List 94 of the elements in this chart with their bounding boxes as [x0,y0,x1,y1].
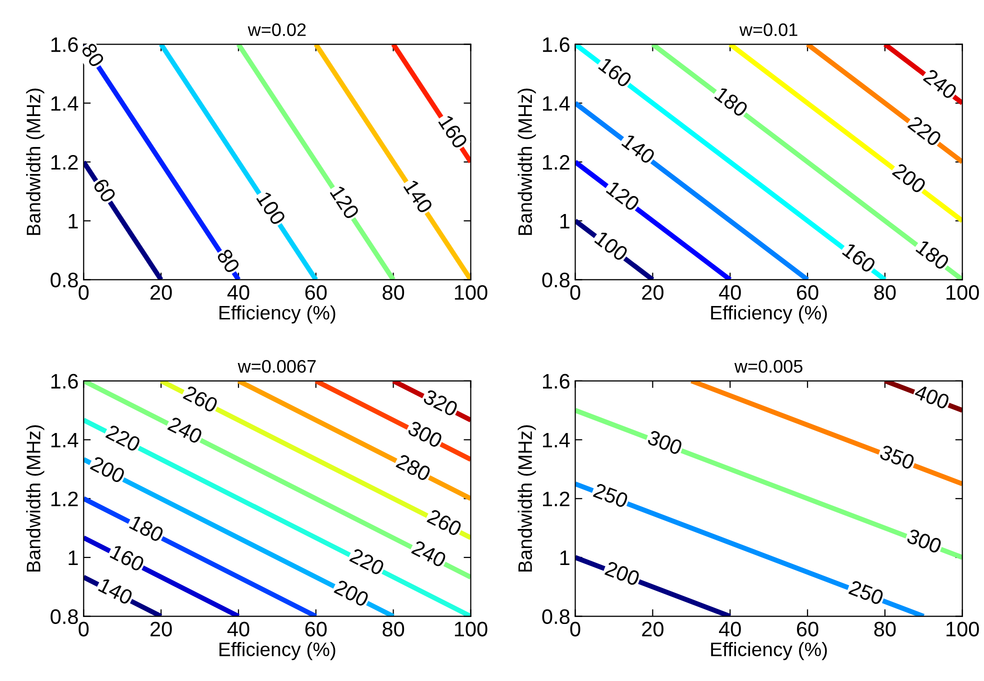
y-tick-label: 1 [68,214,78,228]
annotation: 80 [216,248,240,274]
y-tick-label: 1.4 [543,96,570,111]
y-axis-title: Bandwidth (MHz) [26,88,44,235]
annotation: 250 [592,482,629,508]
annotation: 180 [915,239,950,271]
annotation: 220 [349,548,386,576]
chart-title: w=0.0067 [238,360,316,373]
x-axis-title: Efficiency (%) [220,642,336,660]
x-tick-label: 60 [305,622,327,636]
y-tick-label: 1.2 [51,492,78,506]
x-tick-label: 60 [796,285,818,300]
y-tick-label: 1.6 [51,37,78,52]
x-tick-label: 0 [78,285,89,300]
x-tick-label: 60 [305,285,327,300]
annotation: 300 [406,420,444,448]
annotation: 180 [714,86,749,118]
x-tick-label: 40 [718,622,741,636]
chart-title: w=0.02 [248,23,306,36]
annotation: 240 [411,540,448,568]
x-tick-label: 40 [718,285,741,300]
chart-title: w=0.005 [734,360,802,373]
annotation: 250 [848,580,884,606]
y-tick-label: 1.6 [543,374,570,389]
y-tick-label: 1 [560,214,570,228]
y-tick-label: 1 [560,550,570,565]
annotation: 180 [128,514,164,543]
x-tick-label: 100 [946,622,979,636]
y-tick-label: 0.8 [542,609,570,624]
y-tick-label: 1.2 [51,154,78,170]
y-tick-label: 1 [68,550,78,565]
y-tick-label: 1.4 [51,432,78,448]
annotation: 280 [396,454,432,482]
annotation: 200 [90,456,126,484]
annotation: 260 [426,508,463,537]
y-tick-label: 1.6 [51,374,78,389]
annotation: 120 [606,180,640,212]
annotation: 200 [334,579,370,608]
annotation: 140 [403,179,434,214]
annotation: 240 [922,68,958,100]
annotation: 220 [105,424,142,452]
y-tick-label: 0.8 [542,272,570,288]
y-tick-label: 1.4 [51,96,78,111]
x-tick-label: 20 [150,285,172,300]
annotation: 160 [110,544,146,572]
y-axis-title: Bandwidth (MHz) [518,88,536,235]
annotation: 300 [646,430,684,456]
annotation: 300 [906,528,942,554]
y-axis-title: Bandwidth (MHz) [518,425,536,572]
y-tick-label: 1.6 [543,37,570,52]
annotation: 60 [92,178,117,204]
annotation: 160 [438,114,468,150]
y-axis-title: Bandwidth (MHz) [26,425,44,572]
x-axis-title: Efficiency (%) [220,305,336,324]
x-tick-label: 80 [382,622,404,636]
annotation: 240 [167,416,204,444]
x-tick-label: 80 [874,285,896,300]
annotation: 140 [621,133,656,165]
x-tick-label: 100 [454,285,488,300]
y-tick-label: 0.8 [50,609,78,624]
annotation: 160 [598,56,633,88]
x-axis-title: Efficiency (%) [711,305,827,324]
x-tick-label: 80 [382,285,404,300]
x-tick-label: 20 [150,622,172,636]
annotation: 260 [182,385,219,414]
annotation: 200 [892,162,927,194]
x-tick-label: 60 [796,622,818,636]
x-tick-label: 40 [227,622,250,636]
x-tick-label: 100 [946,285,979,300]
annotation: 320 [422,388,459,417]
x-tick-label: 80 [874,622,896,636]
y-tick-label: 1.4 [543,432,570,448]
annotation: 200 [604,560,640,586]
x-tick-label: 0 [570,285,580,300]
x-axis-title: Efficiency (%) [711,642,827,660]
annotation: 100 [594,230,629,262]
x-tick-label: 20 [642,622,664,636]
x-tick-label: 100 [454,622,488,636]
annotation: 350 [879,444,916,470]
x-tick-label: 20 [642,285,664,300]
annotation: 100 [256,190,286,226]
chart-title: w=0.01 [739,23,798,36]
annotation: 160 [842,242,877,274]
y-tick-label: 1.2 [543,492,570,506]
x-tick-label: 40 [227,285,250,300]
x-tick-label: 0 [78,622,89,636]
y-tick-label: 0.8 [50,272,78,288]
annotation: 400 [914,384,950,410]
annotation: 220 [907,115,942,148]
y-tick-label: 1.2 [543,154,570,170]
annotation: 140 [98,577,134,606]
annotation: 120 [330,184,360,220]
x-tick-label: 0 [570,622,580,636]
annotation: 80 [80,42,105,68]
